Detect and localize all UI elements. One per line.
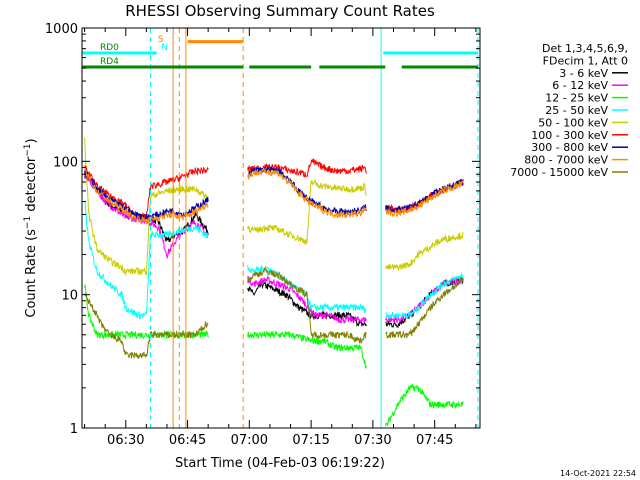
x-axis-label: Start Time (04-Feb-03 06:19:22)	[175, 456, 385, 471]
x-tick-label-4: 07:30	[354, 433, 391, 448]
series-line-7	[84, 167, 464, 225]
plot-area: RD0 RD4 SN 06:30 06:45 07:00 07:15 07:30 07:45 1 1…	[45, 22, 481, 448]
legend-label-2: 12 - 25 keV	[545, 92, 608, 105]
y-tick-label-2: 100	[53, 155, 78, 170]
legend-label-3: 25 - 50 keV	[545, 104, 608, 117]
timestamp: 14-Oct-2021 22:54	[560, 469, 636, 478]
legend-label-4: 50 - 100 keV	[538, 116, 608, 129]
y-tick-label-3: 1000	[45, 22, 78, 37]
series-line-1	[84, 172, 464, 325]
legend-label-7: 800 - 7000 keV	[524, 154, 608, 167]
x-tick-label-5: 07:45	[416, 433, 453, 448]
series-line-4	[84, 137, 464, 277]
series-line-8	[84, 267, 464, 359]
marker-n: N	[161, 43, 168, 53]
legend-header-line-1: FDecim 1, Att 0	[543, 54, 628, 67]
series-line-3	[84, 201, 464, 320]
x-tick-label-0: 06:30	[107, 433, 144, 448]
x-tick-label-3: 07:15	[292, 433, 329, 448]
chart-title: RHESSI Observing Summary Count Rates	[125, 2, 435, 20]
legend-label-5: 100 - 300 keV	[531, 129, 608, 142]
legend-label-1: 6 - 12 keV	[552, 79, 608, 92]
plot-frame	[81, 27, 481, 429]
legend: Det 1,3,4,5,6,9,FDecim 1, Att 03 - 6 keV…	[510, 42, 628, 179]
legend-label-0: 3 - 6 keV	[559, 67, 608, 80]
legend-label-8: 7000 - 15000 keV	[510, 166, 608, 179]
y-axis-label: Count Rate (s−1 detector−1)	[23, 138, 39, 317]
y-tick-label-1: 10	[61, 289, 78, 304]
y-tick-label-0: 1	[70, 422, 78, 437]
x-tick-label-2: 07:00	[231, 433, 268, 448]
legend-label-6: 300 - 800 keV	[531, 141, 608, 154]
x-tick-label-1: 06:45	[169, 433, 206, 448]
status-bar-label-0: RD0	[100, 43, 119, 53]
legend-header-line-0: Det 1,3,4,5,6,9,	[542, 42, 628, 55]
status-bar-label-1: RD4	[100, 57, 119, 67]
series-line-0	[84, 172, 464, 329]
marker-s: S	[158, 35, 164, 45]
